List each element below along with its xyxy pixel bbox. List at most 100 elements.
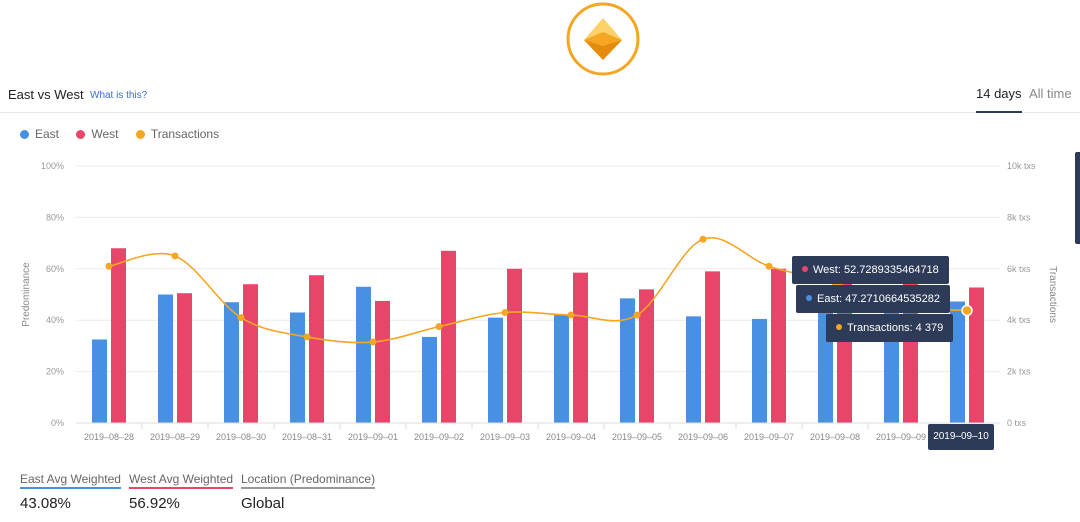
transactions-point	[303, 333, 311, 341]
west-bar	[375, 300, 390, 423]
y2-tick-label: 4k txs	[1007, 315, 1031, 325]
east-bar	[224, 302, 239, 423]
stat-east-label: East Avg Weighted	[20, 472, 121, 489]
x-tick-label: 2019–09–02	[414, 432, 464, 442]
east-bar	[290, 312, 305, 423]
y-axis-title: Predominance	[21, 262, 32, 327]
x-tick-label: 2019–09–05	[612, 432, 662, 442]
chart-header: East vs West What is this? 14 days All t…	[0, 78, 1080, 113]
east-bar	[752, 318, 767, 423]
y-tick-label: 80%	[46, 212, 64, 222]
east-west-chart: 0% 20% 40% 60% 80% 100% 0 txs 2k txs 4k txs 6k tx…	[21, 161, 1058, 442]
transactions-dot-icon	[135, 130, 145, 139]
legend-west[interactable]: West	[76, 127, 118, 141]
west-bar	[771, 268, 786, 423]
east-bar	[950, 301, 965, 423]
chart-legend: East West Transactions	[20, 127, 233, 141]
east-bar	[554, 315, 569, 423]
transactions-dot-icon	[836, 324, 842, 330]
x-tick-label: 2019–09–04	[546, 432, 596, 442]
y2-tick-label: 10k txs	[1007, 161, 1036, 171]
legend-west-label: West	[91, 127, 119, 141]
legend-transactions[interactable]: Transactions	[135, 127, 220, 141]
x-tick-label: 2019–08–28	[84, 432, 134, 442]
tooltip-west: West: 52.7289335464718	[792, 256, 949, 284]
transactions-point	[765, 262, 773, 270]
x-tick-label: 2019–09–07	[744, 432, 794, 442]
stat-east: East Avg Weighted 43.08%	[20, 470, 121, 512]
east-bar	[620, 298, 635, 423]
y2-tick-label: 0 txs	[1007, 418, 1027, 428]
summary-stats: East Avg Weighted 43.08% West Avg Weight…	[0, 470, 520, 520]
y2-tick-label: 8k txs	[1007, 212, 1031, 222]
west-bar	[507, 268, 522, 423]
stat-west-value: 56.92%	[129, 495, 180, 512]
y2-axis-title: Transactions	[1047, 266, 1058, 323]
west-bar	[243, 284, 258, 423]
east-bar	[356, 286, 371, 423]
tooltip-transactions: Transactions: 4 379	[826, 314, 954, 342]
x-tick-label: 2019–09–03	[480, 432, 530, 442]
stat-west-label: West Avg Weighted	[129, 472, 234, 489]
y2-tick-label: 6k txs	[1007, 264, 1031, 274]
west-dot-icon	[802, 266, 808, 272]
tooltip-east: East: 47.2710664535282	[796, 285, 950, 313]
x-tick-label: 2019–08–30	[216, 432, 266, 442]
stat-west: West Avg Weighted 56.92%	[129, 470, 234, 512]
west-bar	[309, 275, 324, 423]
legend-east[interactable]: East	[20, 127, 59, 141]
west-bar	[111, 248, 126, 423]
x-tick-label: 2019–09–01	[348, 432, 398, 442]
y2-tick-label: 2k txs	[1007, 367, 1031, 377]
y-tick-label: 40%	[46, 315, 64, 325]
x-tick-label: 2019–09–09	[876, 432, 926, 442]
x-tick-label: 2019–09–06	[678, 432, 728, 442]
west-bar	[441, 250, 456, 423]
legend-east-label: East	[35, 127, 60, 141]
x-tick-label: 2019–08–31	[282, 432, 332, 442]
x-tick-label: 2019–08–29	[150, 432, 200, 442]
legend-transactions-label: Transactions	[150, 127, 220, 141]
west-bar	[969, 287, 984, 423]
stat-location-label: Location (Predominance)	[241, 472, 376, 489]
east-bar	[488, 317, 503, 423]
stat-location: Location (Predominance) Global	[241, 470, 376, 512]
transactions-point	[237, 314, 245, 322]
west-bar	[639, 289, 654, 423]
transactions-point	[105, 262, 113, 270]
chart-title: East vs West	[8, 87, 84, 102]
west-bar	[573, 272, 588, 423]
y-tick-label: 0%	[51, 418, 64, 428]
range-14-days-tab[interactable]: 14 days	[976, 86, 1022, 113]
stat-east-value: 43.08%	[20, 495, 71, 512]
stat-location-value: Global	[241, 495, 285, 512]
transactions-point	[171, 252, 179, 260]
west-dot-icon	[76, 130, 86, 139]
east-dot-icon	[20, 130, 29, 139]
tooltip-date: 2019–09–10	[928, 424, 994, 450]
what-is-this-link[interactable]: What is this?	[90, 90, 148, 101]
west-bar	[705, 271, 720, 423]
tooltip-east-text: East: 47.2710664535282	[817, 293, 940, 305]
brand-logo-icon	[566, 2, 640, 76]
range-all-time-tab[interactable]: All time	[1029, 86, 1072, 101]
transactions-point	[435, 323, 443, 331]
transactions-point	[567, 311, 575, 319]
y-tick-label: 100%	[41, 161, 64, 171]
transactions-point	[633, 311, 641, 319]
transactions-point	[961, 304, 973, 317]
side-feedback-tab[interactable]	[1075, 152, 1080, 244]
x-tick-label: 2019–09–08	[810, 432, 860, 442]
west-bar	[177, 293, 192, 423]
y-tick-label: 20%	[46, 367, 64, 377]
transactions-point	[699, 235, 707, 243]
east-bar	[686, 316, 701, 423]
transactions-point	[369, 338, 377, 346]
east-dot-icon	[806, 295, 812, 301]
transactions-point	[501, 308, 509, 316]
tooltip-west-text: West: 52.7289335464718	[813, 264, 939, 276]
east-bar	[422, 336, 437, 423]
east-bar	[92, 339, 107, 423]
y-tick-label: 60%	[46, 264, 64, 274]
east-bar	[158, 294, 173, 423]
